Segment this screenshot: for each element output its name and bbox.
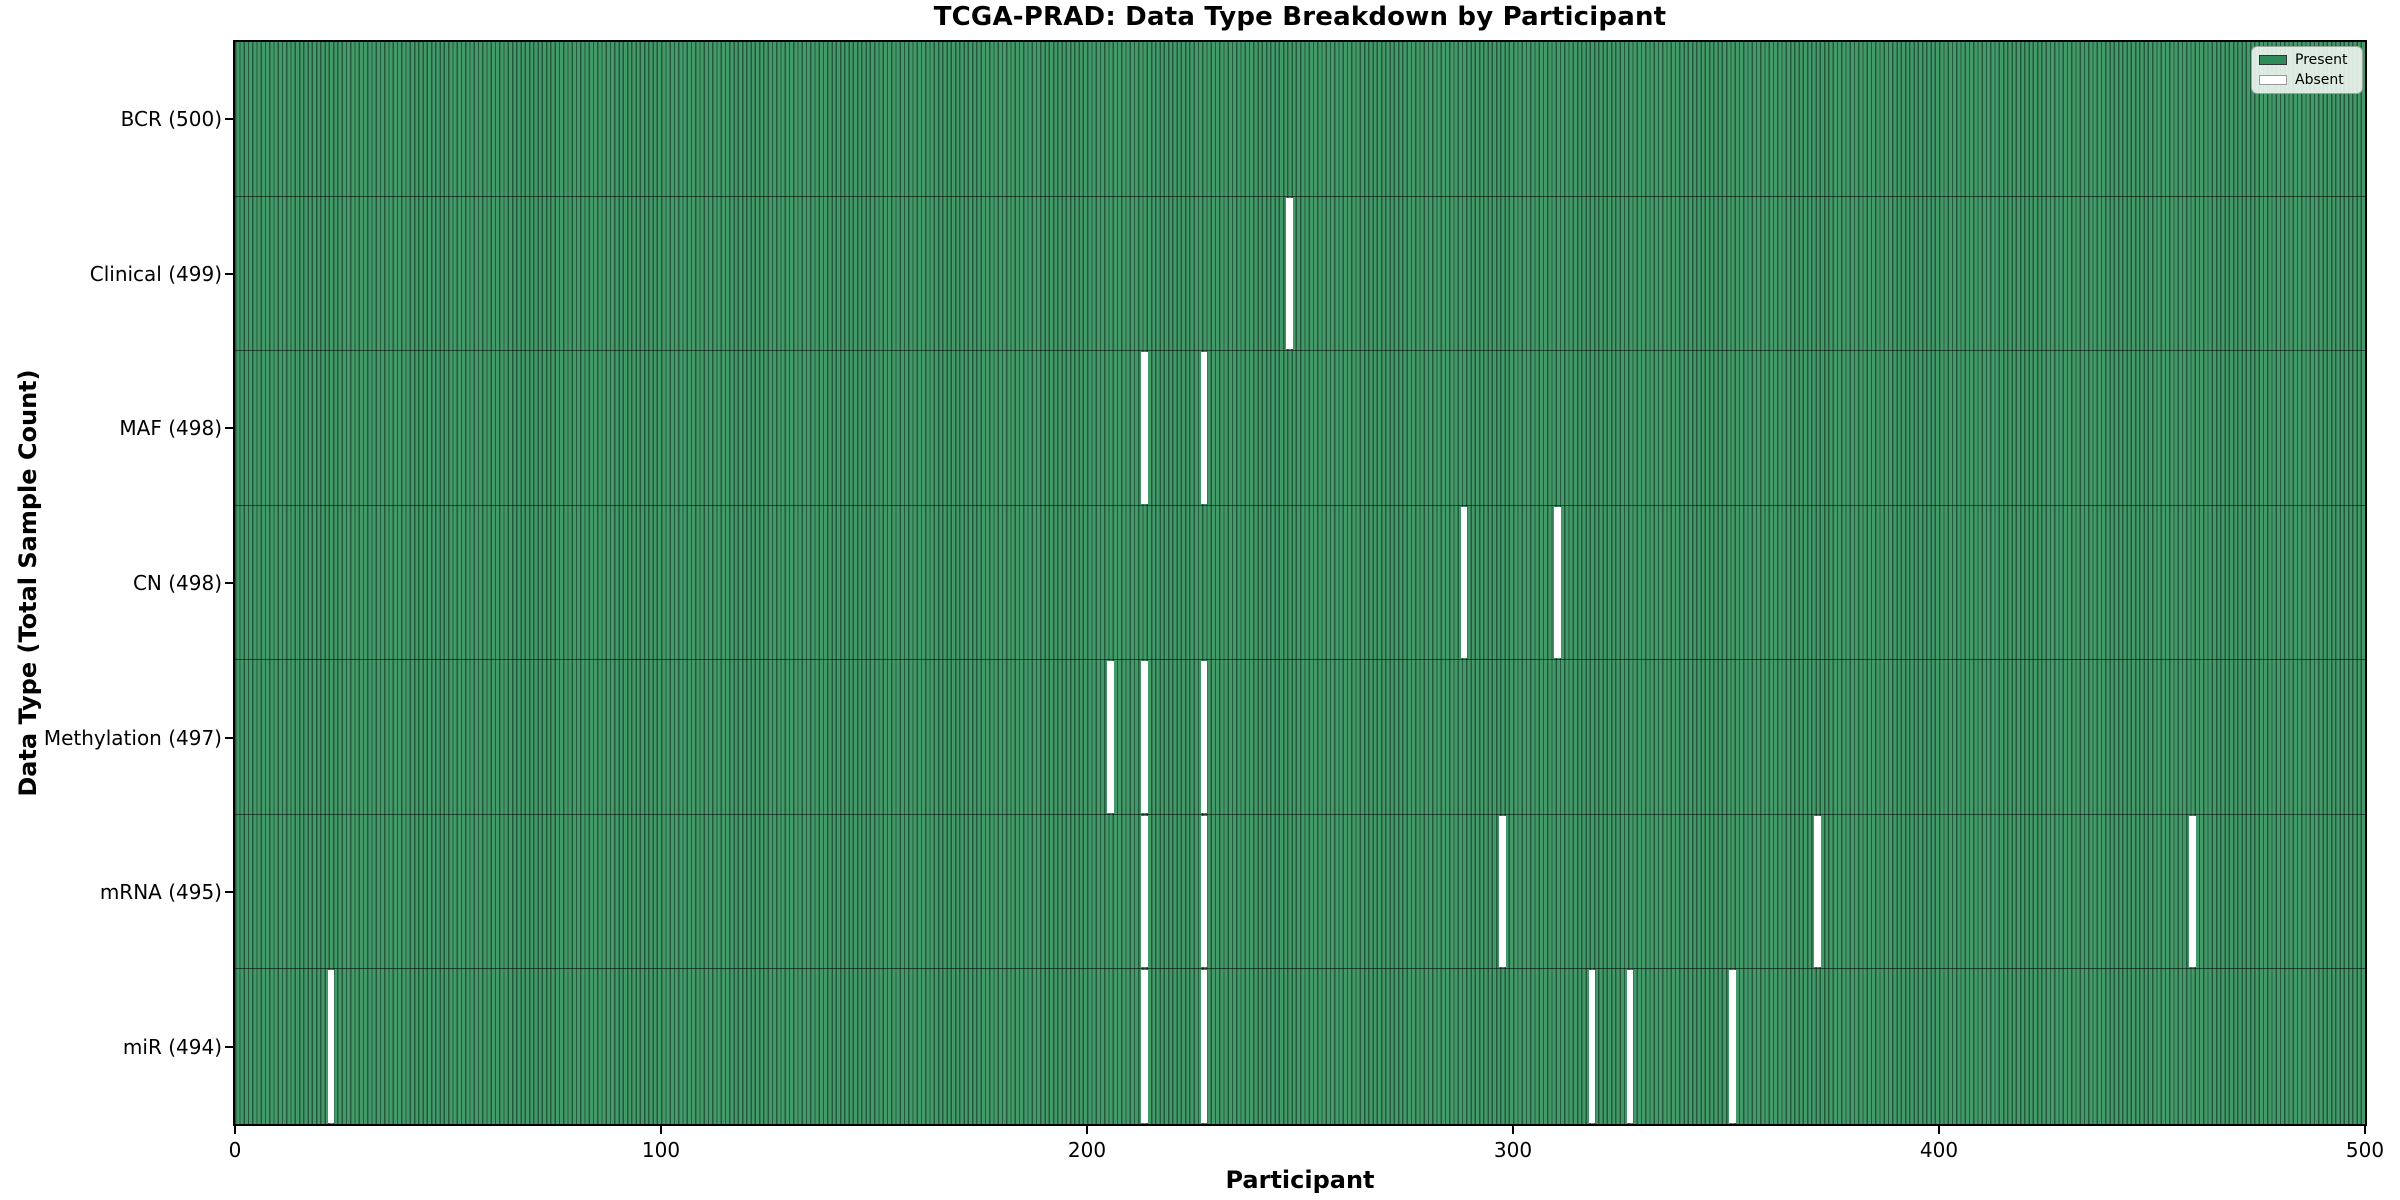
legend: Present Absent [2251,46,2363,94]
x-tick-mark [660,1126,662,1134]
absent-sample-mir-351 [1729,970,1736,1123]
absent-sample-mir-318 [1588,970,1596,1123]
absent-sample-methylation-227 [1200,661,1208,813]
x-tick-label-400: 400 [1919,1138,1959,1162]
legend-label-absent: Absent [2295,72,2344,88]
absent-sample-mir-213 [1141,970,1148,1123]
datatype-row-cn [235,506,2365,661]
y-tick-mark [225,736,233,739]
absent-sample-mrna-371 [1814,815,1821,968]
absent-sample-mir-22 [327,970,335,1123]
y-tick-label-mrna: mRNA (495) [99,880,222,905]
datatype-row-clinical [235,197,2365,352]
x-tick-label-200: 200 [1067,1138,1107,1162]
y-tick-label-mir: miR (494) [122,1034,222,1059]
x-tick-label-300: 300 [1493,1138,1533,1162]
absent-sample-methylation-213 [1141,661,1148,813]
y-tick-label-maf: MAF (498) [119,416,222,441]
absent-sample-maf-227 [1200,352,1208,504]
absent-sample-mrna-213 [1141,815,1148,968]
legend-item-absent: Absent [2259,72,2354,88]
plot-area [233,40,2367,1126]
y-tick-mark [225,582,233,584]
y-tick-label-clinical: Clinical (499) [89,261,222,286]
absent-sample-maf-213 [1141,352,1148,504]
datatype-row-mrna [235,815,2365,970]
y-tick-mark [225,427,233,430]
chart-title: TCGA-PRAD: Data Type Breakdown by Partic… [933,2,1667,32]
datatype-row-maf [235,351,2365,506]
absent-sample-mrna-459 [2189,815,2196,968]
x-tick-label-500: 500 [2345,1138,2385,1162]
y-tick-label-cn: CN (498) [132,571,222,595]
x-tick-mark [234,1126,236,1134]
x-tick-mark [1938,1126,1940,1134]
y-tick-label-bcr: BCR (500) [120,107,222,132]
y-tick-mark [225,1045,233,1048]
y-tick-mark [225,118,233,121]
legend-swatch-present [2259,55,2287,65]
y-tick-label-methylation: Methylation (497) [43,725,222,750]
absent-sample-mrna-227 [1200,815,1208,968]
absent-sample-cn-288 [1460,506,1468,659]
x-tick-label-100: 100 [641,1138,681,1162]
x-tick-label-0: 0 [228,1138,242,1162]
absent-sample-mrna-297 [1499,815,1506,968]
x-tick-mark [2364,1126,2366,1134]
absent-sample-clinical-247 [1286,197,1293,350]
datatype-row-methylation [235,660,2365,815]
datatype-row-bcr [235,42,2365,197]
absent-sample-mir-327 [1626,970,1634,1123]
legend-swatch-absent [2259,75,2287,85]
legend-item-present: Present [2259,52,2354,68]
absent-sample-mir-227 [1200,970,1208,1123]
y-tick-mark [225,891,233,894]
legend-label-present: Present [2295,52,2348,68]
x-tick-mark [1086,1126,1088,1134]
x-tick-mark [1512,1126,1514,1134]
x-axis-label: Participant [1225,1166,1375,1194]
y-tick-mark [225,272,233,275]
datatype-row-mir [235,969,2365,1124]
absent-sample-methylation-205 [1107,661,1114,813]
absent-sample-cn-310 [1554,506,1561,659]
